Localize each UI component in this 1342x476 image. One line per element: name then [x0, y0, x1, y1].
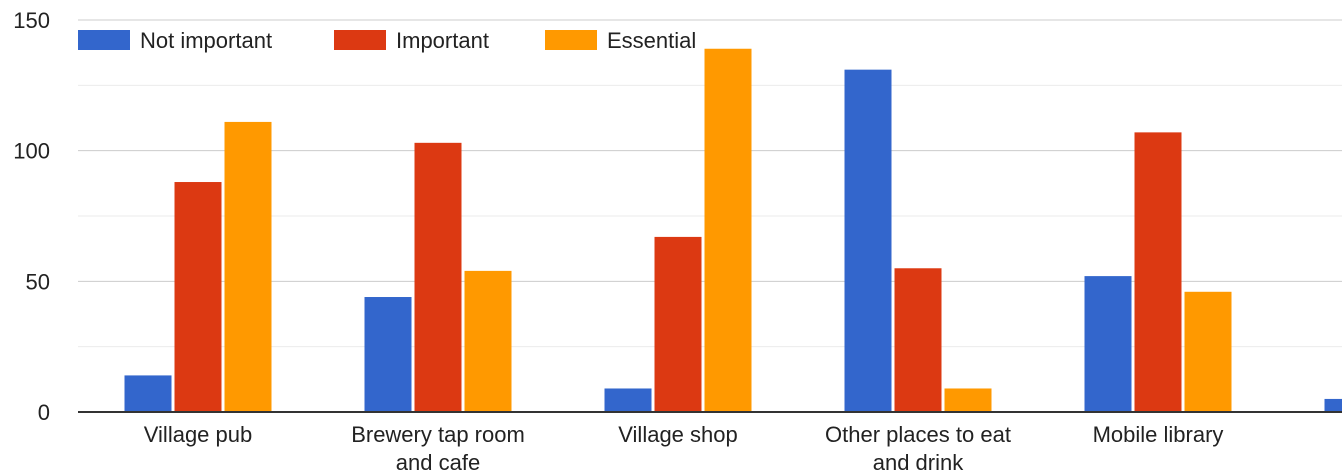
bar-essential	[704, 48, 752, 412]
legend: Not important Important Essential	[78, 28, 696, 53]
legend-swatch	[545, 30, 597, 50]
y-tick-label: 50	[26, 269, 50, 294]
x-category-label: Other places to eat and drink	[825, 422, 1011, 475]
x-category-label-line: and cafe	[396, 450, 480, 475]
bars	[124, 48, 1342, 413]
legend-swatch	[78, 30, 130, 50]
bar-not-important	[844, 69, 892, 413]
x-category-label: Mobile library	[1093, 422, 1224, 447]
x-category-label: Brewery tap room and cafe	[351, 422, 525, 475]
bar-not-important	[1084, 276, 1132, 412]
bar-important	[414, 142, 462, 412]
y-axis-ticks: 0 50 100 150	[13, 8, 50, 425]
x-category-label-line: Mobile library	[1093, 422, 1224, 447]
x-category-label-line: and drink	[873, 450, 965, 475]
bar-not-important	[364, 297, 412, 412]
x-category-label-line: Village pub	[144, 422, 252, 447]
x-category-label-line: Brewery tap room	[351, 422, 525, 447]
bar-important	[174, 182, 222, 412]
bar-important	[894, 268, 942, 412]
legend-swatch	[334, 30, 386, 50]
y-tick-label: 150	[13, 8, 50, 33]
bar-important	[654, 236, 702, 412]
legend-label: Not important	[140, 28, 272, 53]
bar-essential	[224, 121, 272, 413]
x-category-label-line: Other places to eat	[825, 422, 1011, 447]
bar-essential	[1184, 291, 1232, 412]
y-tick-label: 100	[13, 139, 50, 164]
legend-label: Essential	[607, 28, 696, 53]
bar-important	[1134, 132, 1182, 412]
x-category-label-line: Village shop	[618, 422, 737, 447]
bar-not-important	[124, 375, 172, 412]
x-category-label: Village shop	[618, 422, 737, 447]
bar-not-important	[1324, 398, 1342, 412]
bar-essential	[464, 270, 512, 412]
x-axis-labels: Village pub Brewery tap room and cafe Villa…	[144, 422, 1224, 475]
bar-not-important	[604, 388, 652, 412]
bar-essential	[944, 388, 992, 412]
x-category-label: Village pub	[144, 422, 252, 447]
legend-label: Important	[396, 28, 489, 53]
y-tick-label: 0	[38, 400, 50, 425]
